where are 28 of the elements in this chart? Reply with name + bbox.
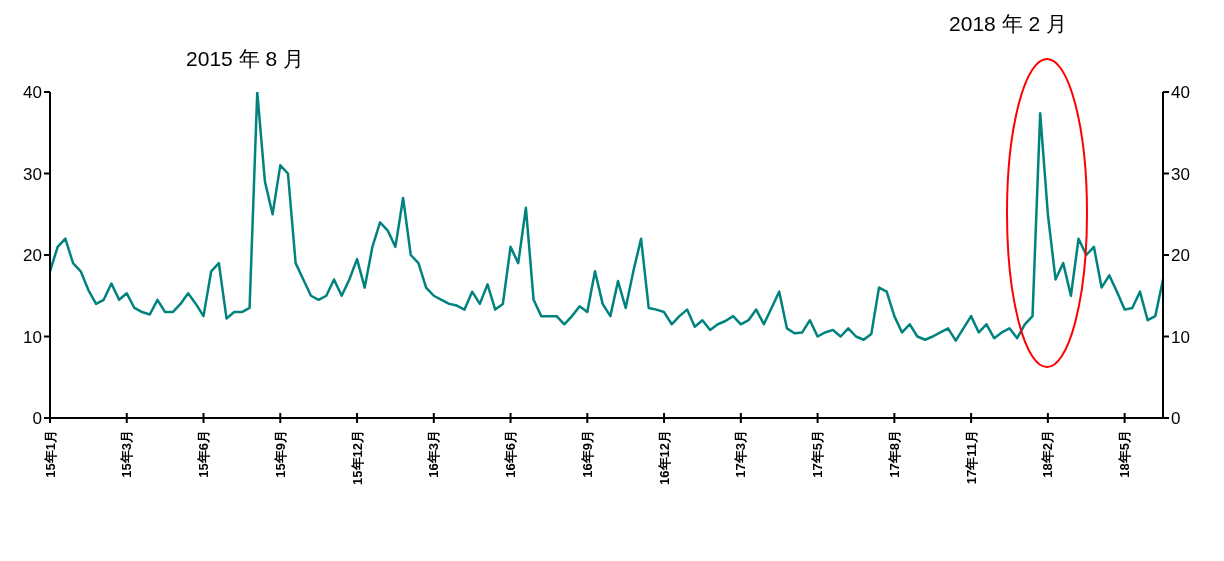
y2-tick-label: 30 [1171, 164, 1190, 184]
y2-tick-label: 10 [1171, 327, 1190, 347]
x-tick-label: 15年1月 [42, 430, 58, 478]
y-tick-label: 0 [32, 409, 42, 429]
y-tick-label: 40 [23, 83, 42, 103]
text: 2015 年 8 月 [186, 46, 304, 72]
x-tick-label: 15年9月 [272, 430, 288, 478]
x-tick-label: 17年5月 [810, 430, 826, 478]
line-series [48, 92, 1165, 342]
y2-tick-label: 40 [1171, 83, 1190, 103]
x-tick-label: 16年6月 [503, 430, 519, 478]
y-tick-label: 20 [23, 246, 42, 266]
x-tick-label: 15年12月 [349, 430, 365, 485]
x-tick-label: 17年11月 [963, 430, 979, 485]
x-tick-label: 15年3月 [119, 430, 135, 478]
x-tick-label: 18年2月 [1040, 430, 1056, 478]
y2-tick-label: 20 [1171, 246, 1190, 266]
x-tick-label: 18年5月 [1117, 430, 1133, 478]
y-tick-label: 30 [23, 164, 42, 184]
y2-tick-label: 0 [1171, 409, 1181, 429]
x-tick-label: 16年3月 [426, 430, 442, 478]
x-tick-label: 17年8月 [886, 430, 902, 478]
text: 2018 年 2 月 [949, 11, 1067, 37]
x-tick-label: 16年12月 [656, 430, 672, 485]
y-tick-label: 10 [23, 327, 42, 347]
x-tick-label: 17年3月 [733, 430, 749, 478]
x-tick-label: 16年9月 [579, 430, 595, 478]
x-tick-label: 15年6月 [196, 430, 212, 478]
